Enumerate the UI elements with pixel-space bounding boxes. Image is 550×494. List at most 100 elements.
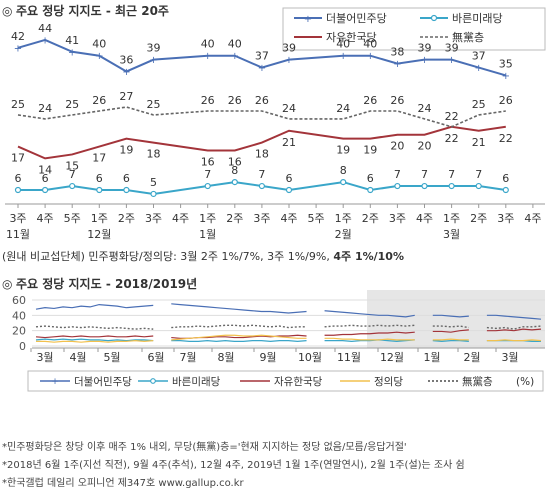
series-point-1-13 xyxy=(421,182,428,190)
series-3: 25 24 25 26 27 25 26 26 26 24 24 26 26 24 22 25 26 xyxy=(11,90,513,128)
series-point-1-8 xyxy=(258,182,265,190)
bottom-legend-label-4: 無黨층 xyxy=(462,375,493,388)
bottom-line-3-2 xyxy=(324,337,415,341)
footnote-1: *민주평화당은 창당 이후 매주 1% 내외, 무당(無黨)층='현재 지지하는… xyxy=(2,442,407,453)
series-point-1-11 xyxy=(367,186,374,194)
data-label-3-8: 26 xyxy=(255,94,269,107)
bullet-icon: ◎ xyxy=(2,4,13,18)
data-label-3-2: 25 xyxy=(65,98,79,111)
data-label-2-10: 19 xyxy=(336,144,350,157)
data-label-2-13: 20 xyxy=(418,140,432,153)
top-x-label-4: 2주 xyxy=(118,212,135,225)
data-label-0-0: 42 xyxy=(11,30,25,43)
top-x-month-16: 3월 xyxy=(443,228,460,241)
data-label-2-4: 19 xyxy=(119,144,133,157)
footnote-3: *한국갤럽 데일리 오피니언 제347호 www.gallup.co.kr xyxy=(2,478,244,489)
data-label-1-10: 8 xyxy=(340,164,347,177)
data-label-0-1: 44 xyxy=(38,22,52,35)
bottom-chart: 0 20 40 60 3월 4월 5월 6월 7월 8월 9월 10월 11월 12월 1월 2월 3월 + 더불어… xyxy=(12,290,545,392)
data-label-3-4: 27 xyxy=(119,90,133,103)
bottom-x-label-5: 8월 xyxy=(217,351,234,364)
top-x-label-13: 2주 xyxy=(362,212,379,225)
data-label-3-9: 24 xyxy=(282,102,296,115)
series-point-1-10 xyxy=(340,179,347,186)
data-label-0-3: 40 xyxy=(92,38,106,51)
data-label-0-16: 35 xyxy=(499,57,513,70)
data-label-2-9: 21 xyxy=(282,136,296,149)
bottom-line-2-2 xyxy=(324,331,415,336)
bottom-x-label-3: 6월 xyxy=(147,351,164,364)
data-label-2-0: 17 xyxy=(11,152,25,165)
bottom-x-label-1: 4월 xyxy=(69,351,86,364)
top-x-label-15: 4주 xyxy=(416,212,433,225)
series-point-1-1 xyxy=(41,186,49,194)
data-label-1-6: 7 xyxy=(204,168,211,181)
series-point-0-5: + xyxy=(149,55,157,66)
data-label-2-5: 18 xyxy=(147,148,161,161)
series-point-1-5 xyxy=(150,190,157,198)
bottom-x-label-6: 9월 xyxy=(259,351,276,364)
data-label-2-8: 18 xyxy=(255,148,269,161)
top-x-label-1: 4주 xyxy=(37,212,54,225)
bottom-chart-title-text: 주요 정당 지지도 - 2018/2019년 xyxy=(16,277,198,291)
top-chart-note: (원내 비교섭단체) 민주평화당/정의당: 3월 2주 1%/7%, 3주 1%… xyxy=(2,250,404,263)
data-label-2-14: 22 xyxy=(445,132,459,145)
data-label-3-0: 25 xyxy=(11,98,25,111)
bottom-x-label-0: 3월 xyxy=(36,351,53,364)
top-x-label-6: 4주 xyxy=(172,212,189,225)
bottom-y-tick-0: 0 xyxy=(19,340,26,353)
bottom-y-tick-1: 20 xyxy=(12,325,26,338)
series-point-1-7 xyxy=(231,179,238,186)
bottom-y-tick-3: 60 xyxy=(12,294,26,307)
footnote-2: *2018년 6월 1주(지선 직전), 9월 4주(추석), 12월 4주, … xyxy=(2,460,465,471)
series-point-1-14 xyxy=(448,182,455,190)
bullet-icon: ◎ xyxy=(2,277,13,291)
series-point-0-12: + xyxy=(393,59,401,70)
bottom-series-1 xyxy=(35,338,541,343)
bottom-chart-title: ◎ 주요 정당 지지도 - 2018/2019년 xyxy=(2,275,197,292)
data-label-1-8: 7 xyxy=(258,168,265,181)
legend-label-0: 더불어민주당 xyxy=(326,12,387,25)
series-point-0-6: + xyxy=(204,51,212,62)
series-point-1-12 xyxy=(394,182,401,190)
bottom-x-label-10: 1월 xyxy=(423,351,440,364)
series-point-1-6 xyxy=(204,182,211,190)
bottom-line-3-3 xyxy=(432,338,469,341)
bottom-series-3 xyxy=(36,334,542,343)
top-x-label-12: 1주 xyxy=(335,212,352,225)
data-label-2-3: 17 xyxy=(92,152,106,165)
data-label-2-7: 16 xyxy=(228,156,242,169)
bottom-line-3-1 xyxy=(171,334,307,341)
bottom-legend-label-3: 정의당 xyxy=(374,376,403,388)
series-point-0-2: + xyxy=(68,47,76,58)
top-x-month-3: 12월 xyxy=(87,228,111,241)
bottom-x-label-4: 7월 xyxy=(179,351,196,364)
bottom-line-0-1 xyxy=(171,303,307,314)
bottom-line-4-2 xyxy=(324,324,415,328)
series-line-3 xyxy=(17,106,506,128)
bottom-line-4-0 xyxy=(35,325,154,330)
top-x-month-0: 11월 xyxy=(6,228,30,241)
series-point-0-16: + xyxy=(502,71,510,82)
top-x-label-11: 5주 xyxy=(308,212,325,225)
series-point-1-4 xyxy=(123,186,130,194)
data-label-0-9: 39 xyxy=(282,42,296,55)
data-label-2-6: 16 xyxy=(201,156,215,169)
series-line-0 xyxy=(17,38,507,77)
data-label-0-12: 38 xyxy=(390,46,404,59)
bottom-series-4 xyxy=(35,324,542,330)
data-label-1-11: 6 xyxy=(367,172,374,185)
top-x-label-18: 3주 xyxy=(497,212,514,225)
bottom-line-2-3 xyxy=(432,329,469,333)
data-label-2-2: 15 xyxy=(65,159,79,172)
bottom-line-0-3 xyxy=(432,314,469,318)
data-label-3-15: 25 xyxy=(472,98,486,111)
bottom-line-0-2 xyxy=(324,310,415,318)
data-label-0-4: 36 xyxy=(119,54,133,67)
series-point-0-14: + xyxy=(447,55,455,66)
bottom-line-4-1 xyxy=(171,324,307,329)
data-label-3-7: 26 xyxy=(228,94,242,107)
data-label-1-9: 6 xyxy=(286,172,293,185)
